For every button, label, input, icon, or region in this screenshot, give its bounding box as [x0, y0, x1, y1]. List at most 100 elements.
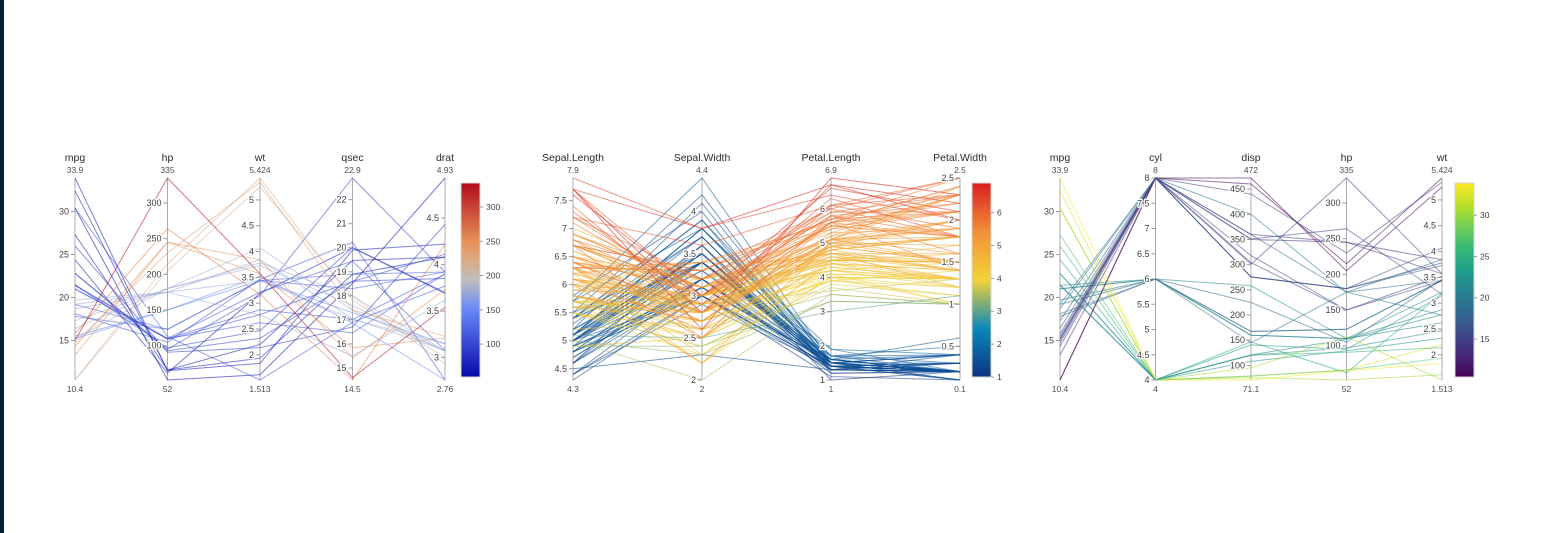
tick-label: 21	[336, 219, 346, 229]
tick-label: 150	[146, 305, 161, 315]
tick-label: 4	[691, 207, 696, 217]
data-lines	[74, 177, 446, 381]
tick-label: 6.5	[554, 252, 567, 262]
tick-label: 30	[1044, 207, 1054, 217]
axis-min-label: 71.1	[1243, 384, 1260, 394]
tick-label: 2	[691, 375, 696, 385]
colorbar-tick-label: 4	[997, 273, 1002, 283]
tick-label: 3	[1431, 298, 1436, 308]
tick-label: 5	[820, 238, 825, 248]
tick-label: 8	[1144, 173, 1149, 183]
tick-label: 2.5	[1423, 324, 1436, 334]
tick-label: 4.5	[426, 213, 439, 223]
tick-label: 4.5	[1423, 221, 1436, 231]
colorbar-tick-label: 250	[486, 236, 500, 246]
tick-label: 7	[562, 224, 567, 234]
tick-label: 20	[59, 292, 69, 302]
tick-label: 25	[59, 250, 69, 260]
tick-label: 20	[336, 243, 346, 253]
axis-min-label: 52	[163, 384, 173, 394]
colorbar-tick-label: 2	[997, 339, 1002, 349]
tick-label: 400	[1230, 209, 1245, 219]
axis-max-label: 6.9	[825, 165, 837, 175]
tick-label: 25	[1044, 250, 1054, 260]
axis-title-Sepal.Length: Sepal.Length	[542, 152, 604, 164]
colorbar-tick-label: 20	[1480, 293, 1490, 303]
axis-min-label: 0.1	[954, 384, 966, 394]
colorbar-tick-label: 30	[1480, 210, 1490, 220]
tick-label: 250	[1325, 234, 1340, 244]
tick-label: 4	[434, 260, 439, 270]
axis-title-mpg: mpg	[65, 152, 86, 164]
tick-label: 6	[820, 204, 825, 214]
axis-max-label: 472	[1244, 165, 1258, 175]
axis-title-mpg: mpg	[1050, 152, 1071, 164]
axis-title-hp: hp	[1341, 152, 1353, 164]
colorbar-tick-label: 300	[486, 202, 500, 212]
tick-label: 5.5	[554, 308, 567, 318]
colorbar-tick-label: 25	[1480, 251, 1490, 261]
axis-min-label: 2	[700, 384, 705, 394]
tick-label: 5	[249, 195, 254, 205]
tick-label: 200	[1325, 269, 1340, 279]
parcoords-plot-1[interactable]: 15202530mpg33.910.4100150200250300hp3355…	[58, 152, 501, 395]
tick-label: 100	[1230, 360, 1245, 370]
axis-min-label: 14.5	[344, 384, 361, 394]
axis-min-label: 1.513	[249, 384, 271, 394]
axis-max-label: 335	[160, 165, 174, 175]
colorbar-tick-label: 1	[997, 372, 1002, 382]
tick-label: 350	[1230, 234, 1245, 244]
axis-min-label: 52	[1342, 384, 1352, 394]
tick-label: 3	[249, 298, 254, 308]
axis-max-label: 5.424	[1431, 165, 1453, 175]
axis-title-disp: disp	[1241, 152, 1260, 164]
tick-label: 6	[562, 280, 567, 290]
axis-max-label: 33.9	[1052, 165, 1069, 175]
parcoords-plot-3[interactable]: 15202530mpg33.910.444.555.566.577.58cyl8…	[1043, 152, 1490, 395]
axis-title-Petal.Length: Petal.Length	[802, 152, 861, 164]
tick-label: 2.5	[241, 324, 254, 334]
tick-label: 17	[336, 315, 346, 325]
axis-max-label: 7.9	[567, 165, 579, 175]
tick-label: 6	[1144, 274, 1149, 284]
tick-label: 5.5	[1137, 299, 1150, 309]
axis-min-label: 10.4	[1052, 384, 1069, 394]
tick-label: 16	[336, 339, 346, 349]
tick-label: 250	[146, 234, 161, 244]
tick-label: 7	[1144, 224, 1149, 234]
tick-label: 6.5	[1137, 249, 1150, 259]
axis-title-hp: hp	[162, 152, 174, 164]
colorbar: 15 20 25 30	[1454, 182, 1490, 378]
tick-label: 1	[820, 375, 825, 385]
tick-label: 300	[146, 198, 161, 208]
tick-label: 20	[1044, 292, 1054, 302]
tick-label: 4.5	[1137, 350, 1150, 360]
axis-min-label: 2.76	[437, 384, 454, 394]
tick-label: 3.5	[683, 249, 696, 259]
axis-wt[interactable]: 2 2.5 3 3.5 4 4.5 5 wt5.424 1.513	[1422, 152, 1454, 395]
left-edge-bar	[0, 0, 4, 533]
axis-wt[interactable]: 2 2.5 3 3.5 4 4.5 5 wt5.424 1.513	[240, 152, 272, 395]
tick-label: 300	[1325, 198, 1340, 208]
tick-label: 4	[820, 272, 825, 282]
tick-label: 3.5	[426, 306, 439, 316]
colorbar: 1 2 3 4 5 6	[971, 182, 1002, 382]
tick-label: 5	[1431, 195, 1436, 205]
axis-title-Petal.Width: Petal.Width	[933, 152, 987, 164]
tick-label: 3.5	[241, 272, 254, 282]
tick-label: 4	[249, 247, 254, 257]
